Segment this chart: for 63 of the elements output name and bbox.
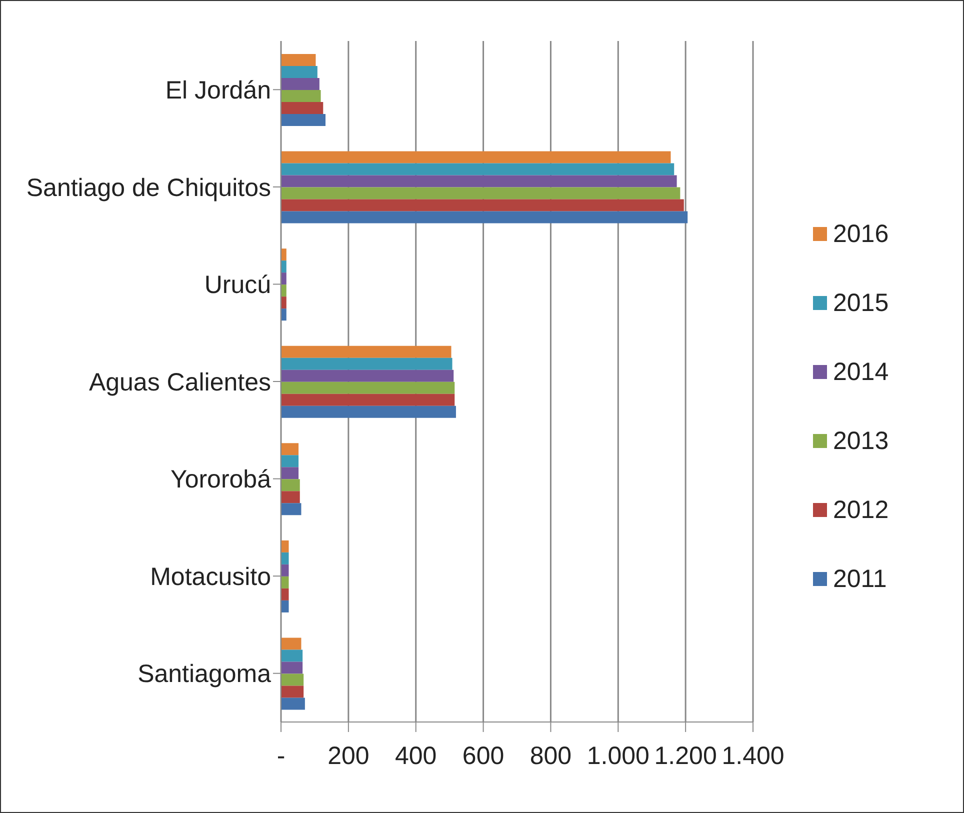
y-tick-label: Urucú [204, 271, 271, 300]
y-tick-label: Santiago de Chiquitos [26, 174, 271, 202]
bar [281, 151, 671, 164]
bar [281, 260, 286, 273]
bar [281, 78, 320, 90]
bar [281, 662, 303, 674]
x-tick-label: 600 [462, 742, 504, 770]
bar [281, 588, 289, 600]
bar [281, 479, 300, 492]
bar [281, 650, 303, 662]
legend-label: 2015 [833, 288, 889, 318]
bar [281, 102, 324, 114]
x-tick-label: 400 [395, 742, 437, 770]
y-tick-label: Yororobá [170, 466, 272, 494]
bar [281, 248, 286, 261]
bar [281, 540, 289, 552]
bar [281, 576, 289, 588]
bar [281, 443, 299, 456]
bar [281, 370, 454, 382]
bar [281, 272, 286, 285]
bar [281, 455, 299, 468]
bar [281, 406, 456, 418]
bar [281, 394, 455, 406]
bar [281, 382, 455, 394]
y-tick-label: Motacusito [150, 562, 271, 591]
bar [281, 308, 286, 321]
legend-label: 2014 [833, 358, 889, 386]
legend-label: 2013 [833, 426, 889, 456]
bar [281, 284, 286, 297]
legend-label: 2011 [833, 564, 887, 594]
bar [281, 552, 289, 564]
bar [281, 211, 688, 224]
bar [281, 187, 680, 200]
bar [281, 54, 316, 66]
bar [281, 600, 289, 612]
y-tick-label: Santiagoma [138, 660, 272, 688]
bar [281, 296, 286, 309]
bar [281, 674, 304, 686]
bar [281, 346, 452, 358]
bar [281, 114, 326, 126]
x-tick-label: 1.000 [586, 742, 650, 770]
bar [281, 564, 289, 576]
bar [281, 163, 674, 176]
x-tick-label: - [276, 742, 286, 770]
bar [281, 90, 321, 102]
legend-label: 2016 [833, 220, 889, 248]
bar [281, 638, 302, 650]
bar [281, 686, 304, 698]
x-tick-label: 800 [530, 742, 572, 770]
bar [281, 358, 452, 370]
x-tick-label: 1.200 [654, 742, 717, 770]
bar [281, 467, 299, 480]
x-tick-label: 1.400 [722, 742, 784, 770]
bar [281, 503, 302, 516]
legend-label: 2012 [833, 496, 889, 524]
bar [281, 175, 677, 188]
x-tick-label: 200 [328, 742, 370, 770]
y-tick-label: Aguas Calientes [88, 368, 271, 396]
bar [281, 66, 318, 78]
bar [281, 199, 684, 212]
bar [281, 698, 305, 710]
y-tick-label: El Jordán [165, 76, 271, 105]
bar [281, 491, 300, 504]
